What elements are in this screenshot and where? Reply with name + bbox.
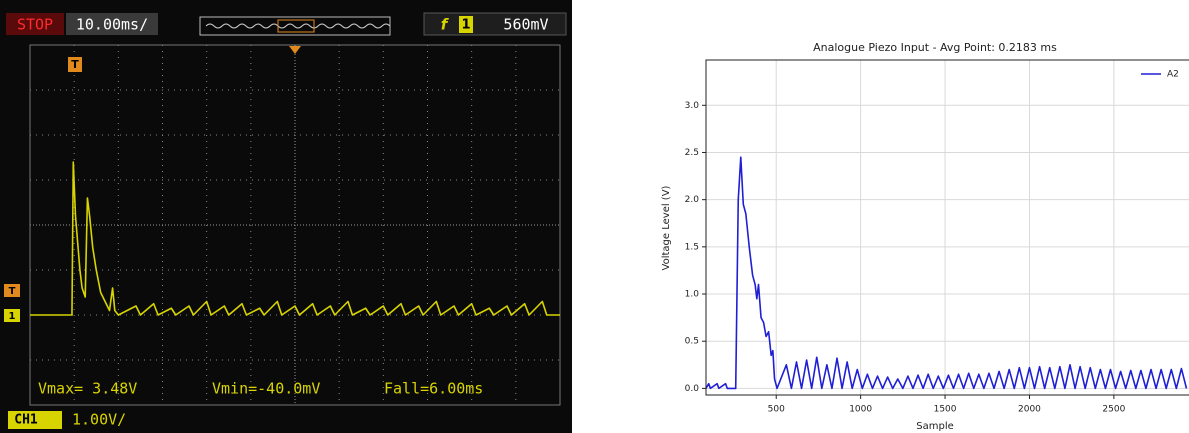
x-tick-label: 2500 <box>1102 405 1125 415</box>
y-tick-label: 0.5 <box>685 337 699 347</box>
y-tick-label: 1.5 <box>685 242 699 252</box>
figure: STOP 10.00ms/ f 1 560mV T T 1 Vmax= 3.48… <box>0 0 1189 433</box>
trigger-level: 560mV <box>503 16 548 34</box>
y-tick-label: 3.0 <box>685 101 700 111</box>
measurement: Fall=6.00ms <box>384 380 483 398</box>
trigger-level-marker: T <box>9 286 16 297</box>
measurement: Vmin=-40.0mV <box>212 380 320 398</box>
page: {"chart_data":[ {"type":"line","status":… <box>0 0 1189 433</box>
x-tick-label: 1500 <box>934 405 957 415</box>
trigger-source: 1 <box>461 18 470 33</box>
channel-label: CH1 <box>14 413 38 428</box>
trigger-pos-marker: T <box>71 58 79 71</box>
y-tick-label: 2.5 <box>685 148 699 158</box>
ground-marker: 1 <box>9 311 16 322</box>
x-tick-label: 500 <box>768 405 785 415</box>
scope-status: STOP <box>17 16 53 34</box>
y-axis-label: Voltage Level (V) <box>661 185 672 270</box>
chart-title: Analogue Piezo Input - Avg Point: 0.2183… <box>813 41 1057 54</box>
measurement: Vmax= 3.48V <box>38 380 137 398</box>
x-tick-label: 2000 <box>1018 405 1041 415</box>
x-tick-label: 1000 <box>849 405 872 415</box>
plot-area <box>706 60 1189 395</box>
channel-scale: 1.00V/ <box>72 411 126 429</box>
y-tick-label: 1.0 <box>685 290 700 300</box>
y-tick-label: 2.0 <box>685 195 700 205</box>
legend-label: A2 <box>1167 70 1179 80</box>
scope-timebase: 10.00ms/ <box>76 16 148 34</box>
scope-background <box>0 0 572 433</box>
x-axis-label: Sample <box>916 421 954 432</box>
y-tick-label: 0.0 <box>685 384 700 394</box>
